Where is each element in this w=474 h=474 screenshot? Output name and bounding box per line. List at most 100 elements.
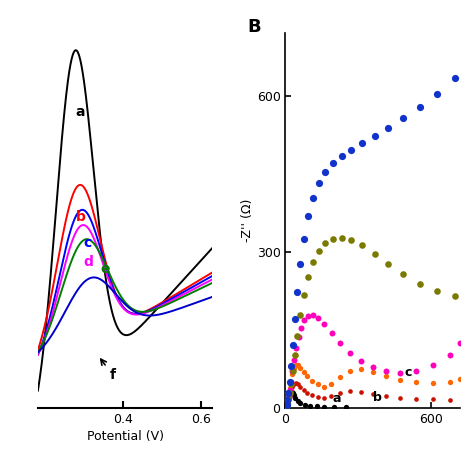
- Point: [296, 260, 304, 268]
- Text: a: a: [75, 105, 85, 119]
- Text: a: a: [333, 392, 341, 405]
- Point: [347, 146, 355, 154]
- Point: [338, 234, 346, 242]
- Point: [322, 168, 329, 175]
- Point: [433, 287, 440, 295]
- Point: [304, 312, 312, 320]
- Point: [328, 380, 335, 388]
- Point: [283, 399, 291, 407]
- Point: [314, 393, 322, 401]
- Point: [282, 403, 290, 411]
- Point: [283, 401, 291, 408]
- Point: [346, 367, 354, 375]
- Point: [304, 212, 312, 220]
- Point: [286, 384, 293, 392]
- Point: [328, 392, 335, 400]
- Point: [301, 401, 309, 408]
- Point: [284, 395, 292, 403]
- Point: [304, 273, 312, 280]
- Point: [283, 401, 291, 409]
- Point: [297, 324, 305, 331]
- X-axis label: Potential (V): Potential (V): [87, 429, 164, 443]
- Point: [371, 132, 379, 140]
- Point: [283, 401, 291, 408]
- Point: [347, 237, 355, 244]
- Point: [287, 362, 295, 370]
- Point: [309, 311, 316, 319]
- Point: [286, 378, 293, 385]
- Point: [287, 381, 295, 388]
- Point: [292, 394, 299, 401]
- Point: [284, 399, 292, 406]
- Point: [284, 396, 292, 404]
- Point: [313, 402, 321, 410]
- Point: [291, 315, 299, 323]
- Text: c: c: [404, 366, 411, 379]
- Point: [287, 378, 294, 385]
- Point: [384, 124, 392, 132]
- Point: [300, 368, 308, 376]
- Point: [300, 235, 308, 242]
- Text: c: c: [83, 236, 91, 250]
- Point: [315, 179, 323, 187]
- Point: [369, 368, 376, 376]
- Point: [346, 349, 354, 356]
- Point: [283, 402, 291, 410]
- Point: [369, 363, 376, 371]
- Point: [412, 378, 420, 385]
- Point: [357, 357, 365, 365]
- Point: [283, 403, 290, 410]
- Point: [429, 395, 437, 403]
- Point: [289, 367, 296, 375]
- Point: [400, 115, 407, 122]
- Point: [293, 332, 301, 340]
- Point: [295, 333, 302, 341]
- Point: [283, 397, 291, 404]
- Point: [292, 379, 300, 386]
- Point: [286, 389, 293, 397]
- Point: [308, 377, 316, 384]
- Point: [293, 288, 301, 296]
- Point: [282, 403, 290, 410]
- Point: [283, 402, 290, 410]
- Point: [397, 394, 404, 401]
- Point: [285, 392, 292, 400]
- Point: [320, 320, 328, 328]
- Point: [291, 351, 299, 358]
- Point: [314, 314, 322, 322]
- Point: [456, 339, 464, 346]
- Text: b: b: [373, 392, 382, 404]
- Point: [296, 311, 304, 319]
- Point: [359, 140, 366, 147]
- Point: [287, 387, 294, 395]
- Point: [456, 375, 464, 383]
- Text: f: f: [101, 359, 116, 382]
- Point: [282, 403, 290, 411]
- Point: [294, 381, 301, 388]
- Text: B: B: [247, 18, 261, 36]
- Text: d: d: [83, 255, 93, 269]
- Point: [412, 367, 420, 375]
- Point: [336, 374, 344, 381]
- Point: [283, 400, 291, 407]
- Point: [329, 159, 337, 167]
- Point: [309, 194, 317, 201]
- Point: [433, 90, 440, 97]
- Point: [296, 365, 304, 372]
- Point: [283, 399, 291, 407]
- Point: [382, 367, 390, 375]
- Point: [416, 280, 423, 288]
- Point: [288, 388, 295, 396]
- Point: [296, 383, 304, 391]
- Point: [284, 400, 292, 407]
- Point: [447, 396, 454, 404]
- Point: [451, 74, 459, 82]
- Point: [283, 403, 290, 410]
- Point: [289, 383, 296, 391]
- Text: b: b: [75, 210, 85, 224]
- Point: [283, 401, 291, 409]
- Point: [290, 392, 298, 399]
- Point: [282, 403, 290, 411]
- Point: [285, 395, 292, 403]
- Point: [284, 398, 292, 405]
